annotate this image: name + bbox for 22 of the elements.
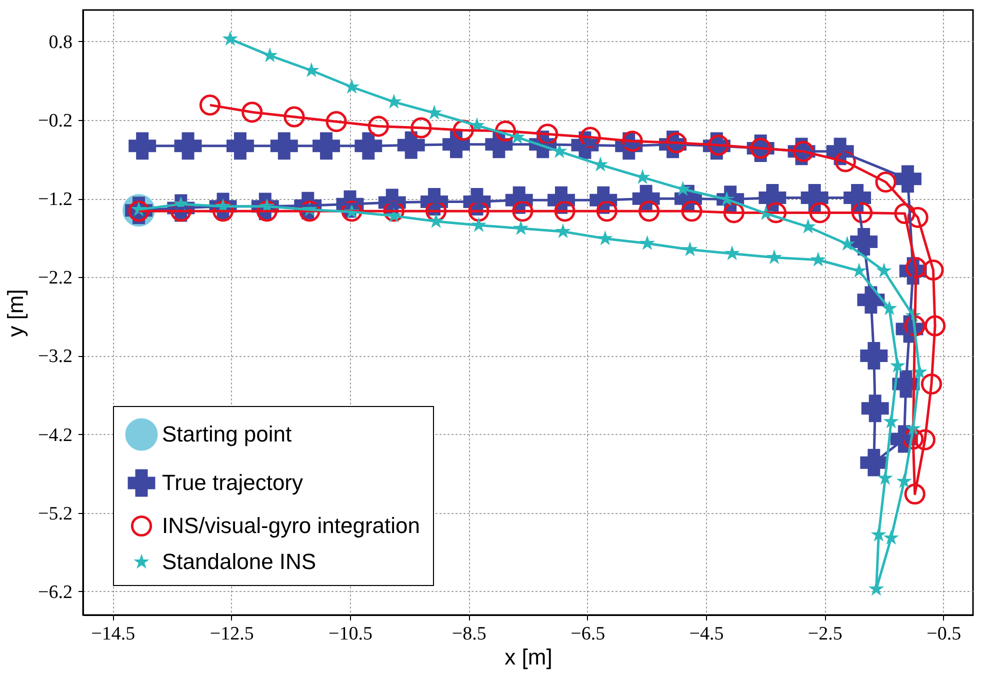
legend-label: INS/visual-gyro integration [162, 513, 420, 538]
legend-label: Starting point [162, 422, 292, 446]
y-tick-label: −3.2 [38, 346, 72, 368]
y-axis-title: y [m] [3, 289, 28, 337]
x-tick-label: −0.5 [926, 624, 962, 644]
legend-label: True trajectory [162, 470, 304, 495]
x-tick-label: −12.5 [210, 624, 254, 644]
y-tick-label: −5.2 [38, 503, 72, 524]
x-tick-label: −6.5 [570, 624, 606, 644]
y-tick-label: 0.8 [48, 32, 72, 53]
x-tick-label: −10.5 [328, 624, 372, 644]
y-tick-label: −4.2 [38, 424, 72, 446]
x-tick-label: −8.5 [452, 624, 486, 644]
x-tick-label: −14.5 [91, 624, 136, 644]
y-tick-label: −0.2 [38, 110, 72, 132]
y-tick-label: −6.2 [38, 582, 72, 603]
x-axis-title: x [m] [504, 644, 552, 670]
y-tick-label: −1.2 [38, 189, 72, 210]
x-tick-label: −4.5 [689, 624, 724, 644]
y-tick-label: −2.2 [38, 268, 72, 289]
x-tick-label: −2.5 [808, 624, 842, 644]
legend-label: Standalone INS [162, 549, 316, 574]
